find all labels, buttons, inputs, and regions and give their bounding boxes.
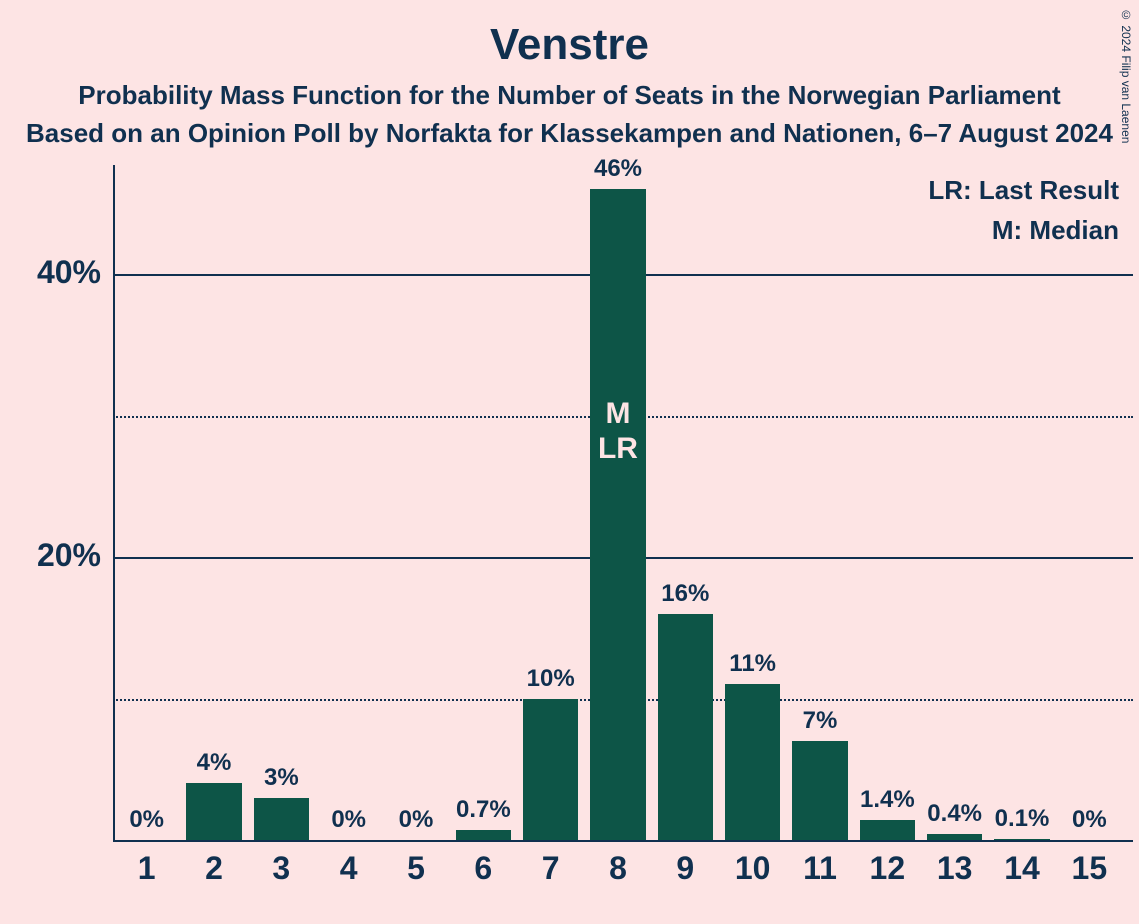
x-axis: [113, 840, 1133, 842]
bar: [658, 614, 713, 840]
bar-value-label: 0.7%: [433, 796, 533, 824]
y-tick-label: 20%: [11, 537, 101, 574]
bar-inner-label: M: [590, 397, 645, 432]
x-tick-label: 13: [921, 850, 988, 887]
pmf-chart: Venstre Probability Mass Function for th…: [0, 0, 1139, 924]
bar: MLR: [590, 189, 645, 840]
chart-title: Venstre: [0, 20, 1139, 70]
bar: [523, 699, 578, 840]
x-tick-label: 10: [719, 850, 786, 887]
bar-value-label: 16%: [635, 580, 735, 608]
x-tick-label: 4: [315, 850, 382, 887]
bar: [186, 783, 241, 840]
bar-value-label: 10%: [501, 665, 601, 693]
y-axis: [113, 165, 115, 840]
x-tick-label: 9: [652, 850, 719, 887]
x-tick-label: 3: [248, 850, 315, 887]
bar-value-label: 3%: [231, 764, 331, 792]
x-tick-label: 12: [854, 850, 921, 887]
bar: [994, 839, 1049, 840]
x-tick-label: 5: [382, 850, 449, 887]
x-tick-label: 14: [988, 850, 1055, 887]
bar-value-label: 0%: [97, 806, 197, 834]
chart-subtitle-2: Based on an Opinion Poll by Norfakta for…: [0, 118, 1139, 149]
chart-subtitle-1: Probability Mass Function for the Number…: [0, 80, 1139, 111]
copyright-text: © 2024 Filip van Laenen: [1119, 8, 1133, 143]
x-tick-label: 15: [1056, 850, 1123, 887]
x-tick-label: 11: [786, 850, 853, 887]
bar-value-label: 11%: [703, 650, 803, 678]
bar: [456, 830, 511, 840]
x-tick-label: 8: [584, 850, 651, 887]
x-tick-label: 7: [517, 850, 584, 887]
x-tick-label: 1: [113, 850, 180, 887]
bar-inner-label: LR: [590, 432, 645, 467]
x-tick-label: 2: [180, 850, 247, 887]
plot-area: 20%40%0%14%23%30%40%50.7%610%7MLR46%816%…: [113, 175, 1123, 840]
x-tick-label: 6: [450, 850, 517, 887]
y-tick-label: 40%: [11, 254, 101, 291]
bar: [927, 834, 982, 840]
bar-value-label: 46%: [568, 155, 668, 183]
bar-value-label: 0%: [1039, 806, 1139, 834]
bar-inner-labels: MLR: [590, 397, 645, 466]
bar-value-label: 7%: [770, 707, 870, 735]
